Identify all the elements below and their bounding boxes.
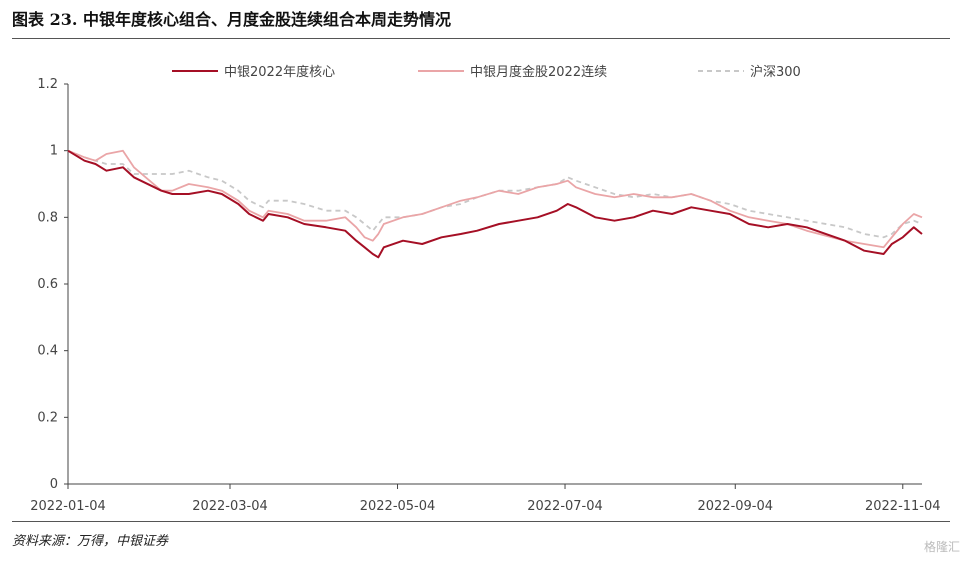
legend-label-3: 沪深300 [750, 64, 801, 80]
line-chart: 0 0.2 0.4 0.6 0.8 1 1.2 2022-01-04 2022-03-04 202… [30, 64, 940, 514]
y-tick-label: 0.8 [37, 210, 58, 225]
y-tick-label: 0 [50, 477, 58, 492]
chart-tick-labels: 0 0.2 0.4 0.6 0.8 1 1.2 2022-01-04 2022-03-04 202… [30, 77, 940, 514]
y-tick-label: 1.2 [37, 77, 58, 92]
y-tick-label: 0.4 [37, 344, 58, 359]
y-tick-label: 0.2 [37, 410, 58, 425]
title-divider [12, 38, 950, 39]
chart-axes [64, 83, 922, 489]
footer-divider [12, 521, 950, 522]
watermark: 格隆汇 [923, 540, 960, 554]
y-tick-label: 0.6 [37, 277, 58, 292]
legend-label-1: 中银2022年度核心 [224, 64, 335, 80]
x-tick-label: 2022-09-04 [697, 499, 773, 514]
series-line-3 [67, 149, 923, 239]
series-line-1 [67, 149, 923, 259]
x-tick-label: 2022-11-04 [865, 499, 941, 514]
series-line-2 [67, 149, 923, 249]
source-note: 资料来源：万得，中银证券 [12, 534, 169, 549]
x-tick-label: 2022-03-04 [192, 499, 268, 514]
chart-series [67, 149, 923, 259]
x-tick-label: 2022-05-04 [360, 499, 436, 514]
x-tick-label: 2022-01-04 [30, 499, 106, 514]
y-tick-label: 1 [50, 144, 58, 159]
x-tick-label: 2022-07-04 [527, 499, 603, 514]
chart-title: 图表 23. 中银年度核心组合、月度金股连续组合本周走势情况 [12, 10, 451, 29]
chart-legend: 中银2022年度核心 中银月度金股2022连续 沪深300 [172, 64, 801, 80]
legend-label-2: 中银月度金股2022连续 [470, 64, 607, 80]
